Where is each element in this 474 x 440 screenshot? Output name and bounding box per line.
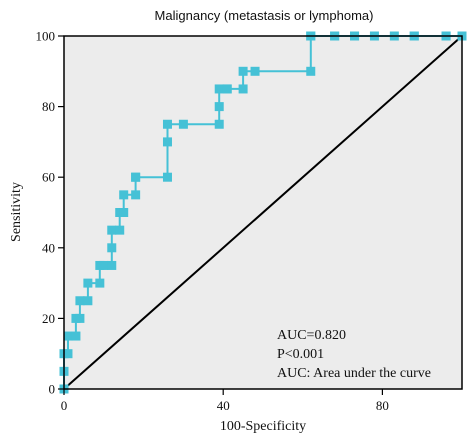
roc-point [222, 84, 232, 94]
roc-point [214, 102, 224, 112]
roc-point [162, 137, 172, 147]
y-tick-label: 0 [49, 382, 56, 397]
roc-point [214, 84, 224, 94]
x-tick-label: 0 [61, 398, 68, 413]
roc-point [178, 119, 188, 129]
roc-point [75, 313, 85, 323]
roc-point [63, 331, 73, 341]
roc-point [99, 260, 109, 270]
roc-point [107, 225, 117, 235]
roc-point [83, 296, 93, 306]
x-axis-label: 100-Specificity [220, 419, 306, 434]
auc-legend-annotation: AUC: Area under the curve [277, 366, 431, 381]
roc-point [306, 66, 316, 76]
x-tick-label: 80 [376, 398, 389, 413]
y-axis-label: Sensitivity [9, 182, 24, 242]
roc-point [119, 190, 129, 200]
y-tick-label: 20 [42, 311, 55, 326]
y-tick-label: 60 [42, 170, 55, 185]
roc-point [131, 190, 141, 200]
y-axis-ticks: 0 20 40 60 80 100 [36, 29, 64, 397]
roc-point [71, 331, 81, 341]
plot-frame [63, 35, 463, 390]
roc-point [214, 119, 224, 129]
roc-point [162, 172, 172, 182]
auc-annotation: AUC=0.820 [277, 328, 346, 343]
roc-point [75, 296, 85, 306]
roc-point [238, 66, 248, 76]
p-value-annotation: P<0.001 [277, 347, 324, 362]
reference-diagonal-line [63, 35, 463, 390]
roc-point [107, 260, 117, 270]
roc-point [131, 172, 141, 182]
roc-point [95, 278, 105, 288]
roc-point [238, 84, 248, 94]
y-tick-label: 80 [42, 99, 55, 114]
roc-point [63, 349, 73, 359]
y-tick-label: 40 [42, 240, 55, 255]
y-tick-label: 100 [36, 29, 56, 44]
x-axis-ticks: 0 40 80 [61, 389, 389, 413]
roc-point [115, 225, 125, 235]
x-tick-label: 40 [217, 398, 230, 413]
roc-point [83, 278, 93, 288]
roc-point [250, 66, 260, 76]
reference-layer [63, 35, 463, 390]
roc-point [162, 119, 172, 129]
chart-title: Malignancy (metastasis or lymphoma) [155, 8, 374, 23]
roc-point [107, 243, 117, 253]
roc-point [119, 208, 129, 217]
